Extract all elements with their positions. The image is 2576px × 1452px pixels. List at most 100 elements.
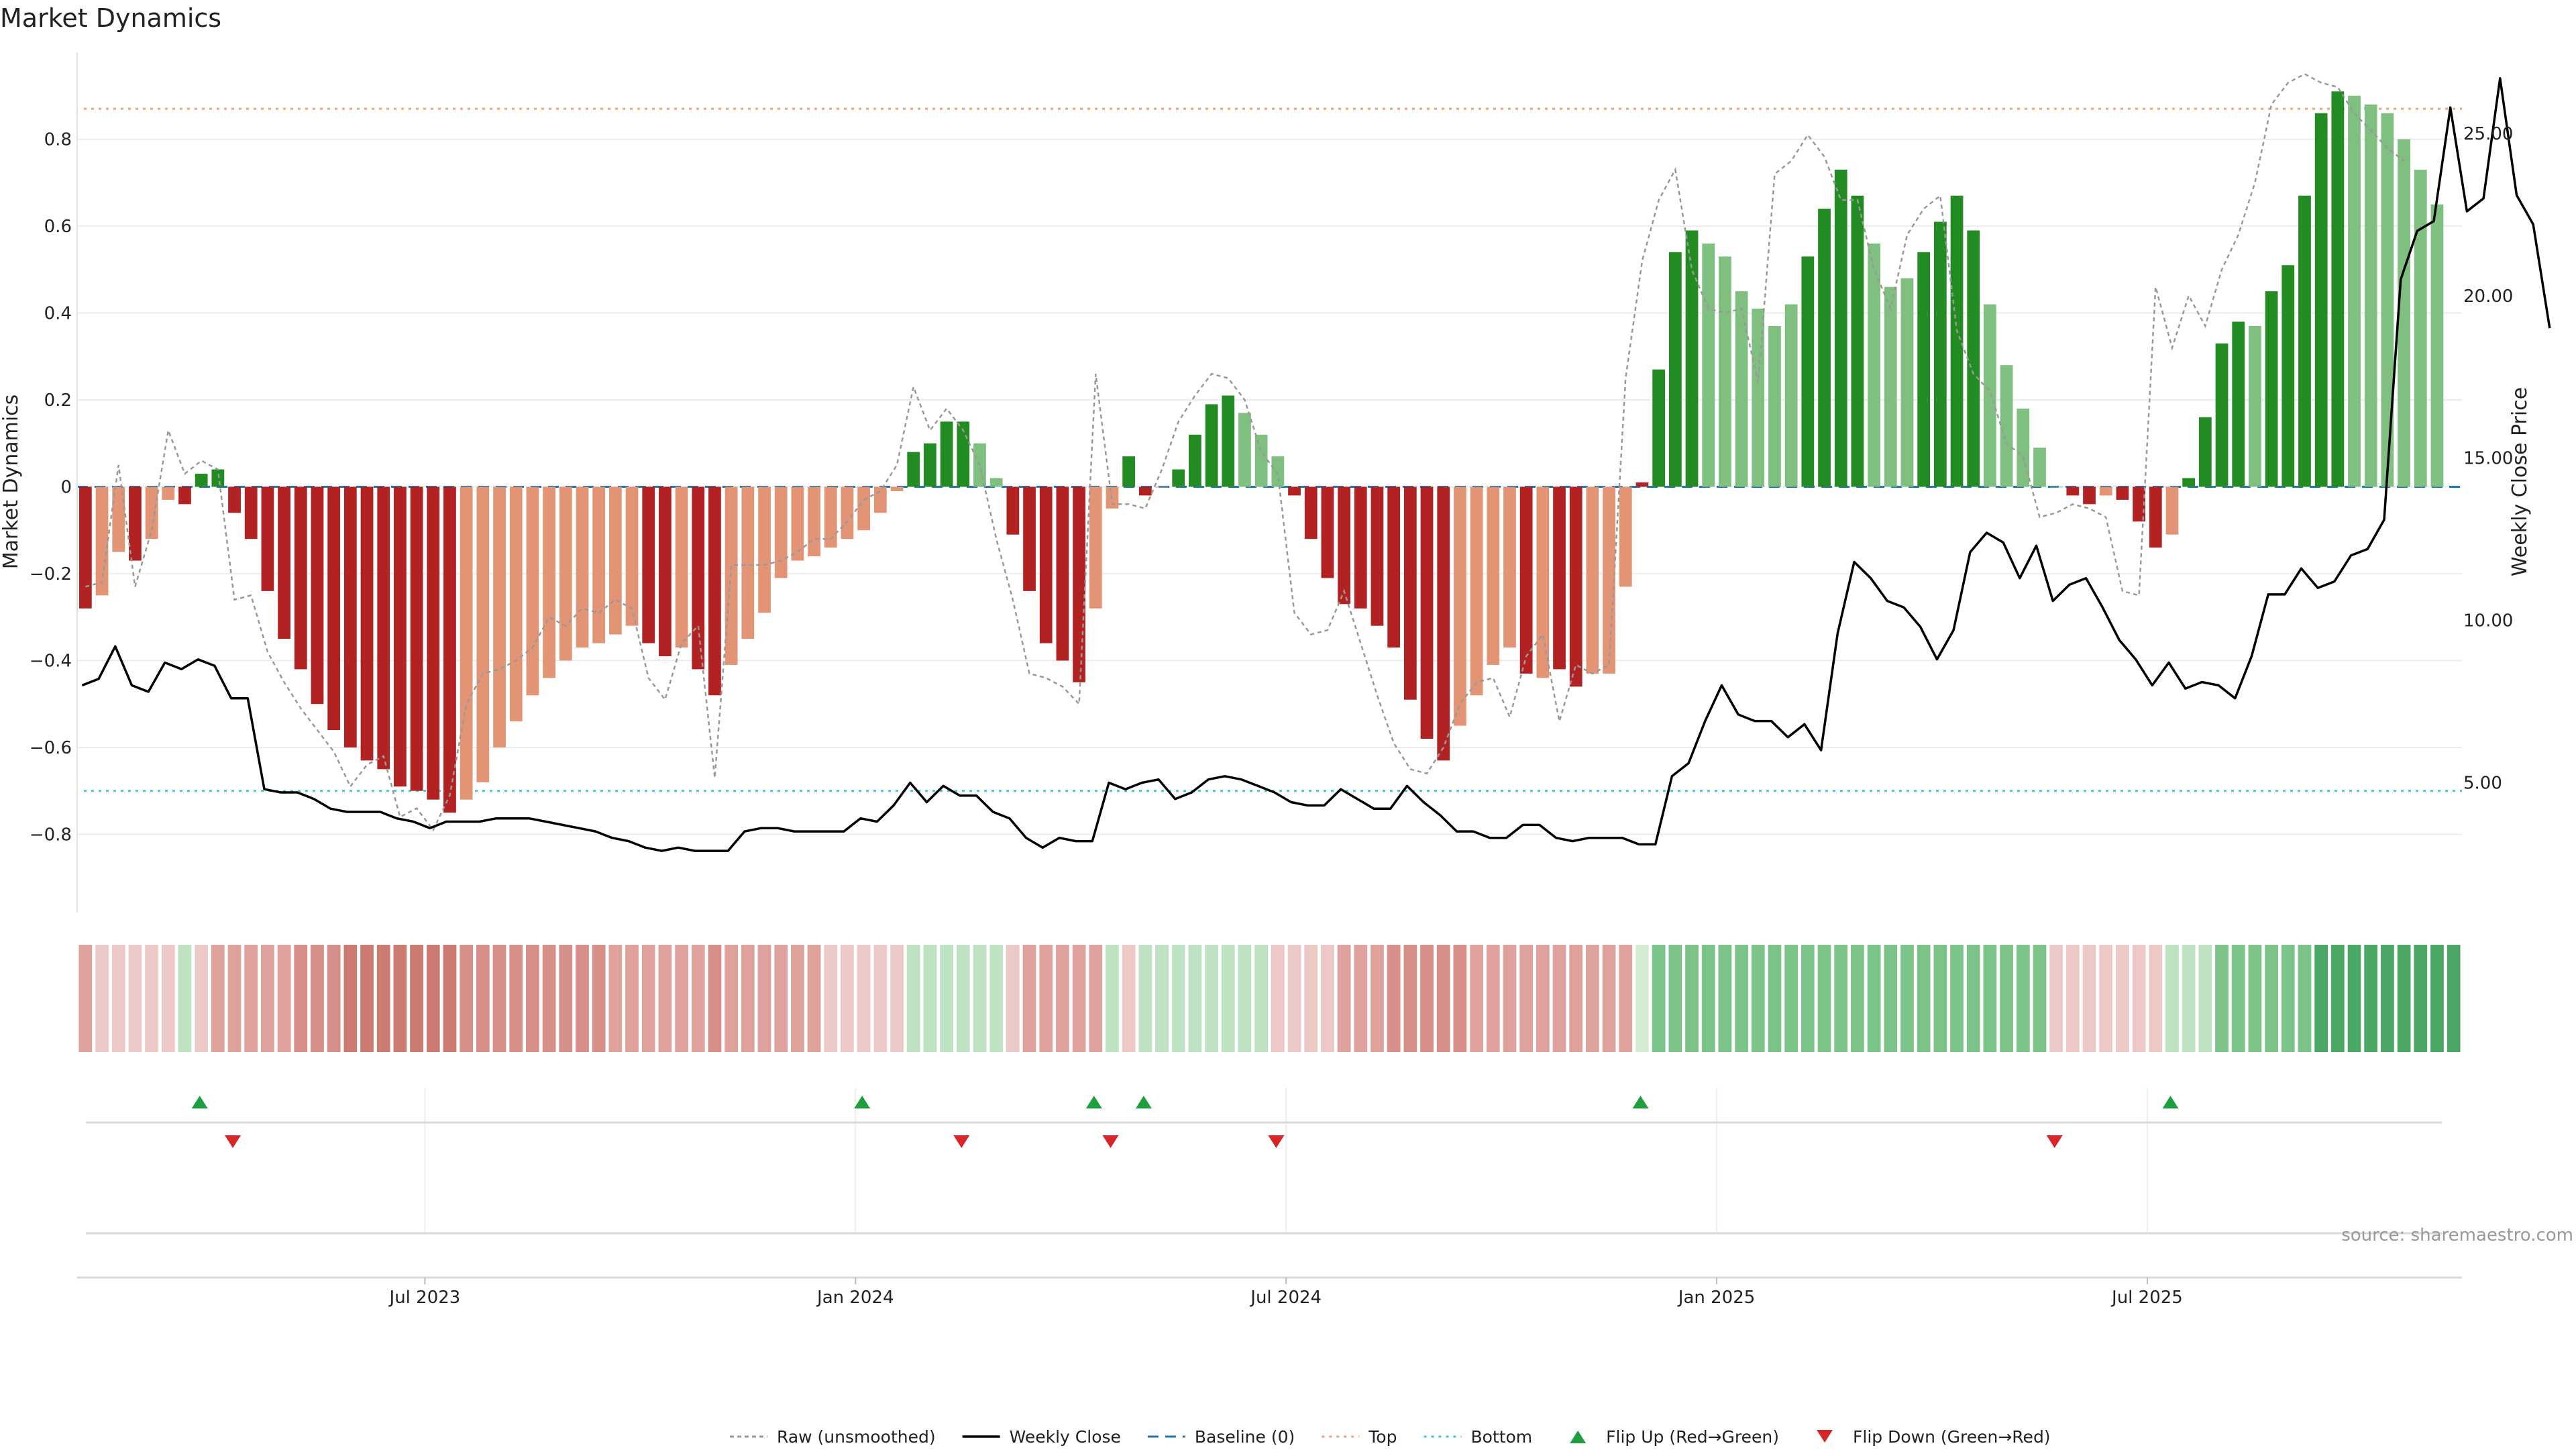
regime-strip-cell xyxy=(95,945,109,1052)
market-dynamics-bar xyxy=(824,486,837,548)
market-dynamics-bar xyxy=(857,486,871,531)
y-tick-left: 0.2 xyxy=(44,391,72,411)
regime-strip-cell xyxy=(111,945,125,1052)
market-dynamics-bar xyxy=(1039,486,1053,643)
regime-strip-cell xyxy=(476,945,490,1052)
y-axis-right-label: Weekly Close Price xyxy=(2508,387,2532,576)
regime-strip-cell xyxy=(161,945,175,1052)
regime-strip-cell xyxy=(1453,945,1467,1052)
regime-strip-cell xyxy=(1668,945,1682,1052)
regime-strip-cell xyxy=(1619,945,1633,1052)
regime-strip-cell xyxy=(178,945,192,1052)
market-dynamics-bar xyxy=(741,486,755,639)
chart-title: Market Dynamics xyxy=(0,3,221,33)
market-dynamics-bar xyxy=(162,486,175,500)
regime-strip-cell xyxy=(1801,945,1815,1052)
market-dynamics-bar xyxy=(2133,486,2145,522)
market-dynamics-bar xyxy=(2331,91,2345,487)
market-dynamics-bar xyxy=(2249,325,2261,487)
regime-strip-cell xyxy=(145,945,158,1052)
regime-strip-cell xyxy=(343,945,358,1052)
market-dynamics-bar xyxy=(625,486,639,626)
regime-strip-cell xyxy=(1022,945,1036,1052)
market-dynamics-bar xyxy=(1420,486,1434,739)
regime-strip-cell xyxy=(2033,945,2047,1052)
market-dynamics-bar xyxy=(1702,243,1715,487)
market-dynamics-bar xyxy=(294,486,307,670)
market-dynamics-bar xyxy=(924,443,936,487)
y-tick-left: −0.2 xyxy=(30,564,72,584)
regime-strip-cell xyxy=(78,945,93,1052)
regime-strip-cell xyxy=(2132,945,2146,1052)
regime-strip-cell xyxy=(2215,945,2229,1052)
regime-strip-cell xyxy=(294,945,308,1052)
regime-strip-cell xyxy=(1221,945,1235,1052)
regime-strip-cell xyxy=(1884,945,1898,1052)
flip-up-marker xyxy=(1135,1096,1152,1108)
flip-up-marker xyxy=(1085,1096,1102,1108)
market-dynamics-bar xyxy=(2364,104,2377,487)
regime-strip-cell xyxy=(906,945,920,1052)
regime-strip-cell xyxy=(1486,945,1500,1052)
regime-strip-cell xyxy=(195,945,209,1052)
market-dynamics-bar xyxy=(1023,486,1036,591)
market-dynamics-bar xyxy=(2083,486,2096,505)
regime-strip-cell xyxy=(1254,945,1269,1052)
regime-strip-cell xyxy=(1552,945,1566,1052)
legend-item-baseline: Baseline (0) xyxy=(1147,1427,1295,1447)
y-tick-right: 5.00 xyxy=(2463,773,2502,793)
regime-strip-cell xyxy=(2281,945,2295,1052)
regime-strip-cell xyxy=(327,945,341,1052)
y-tick-right: 15.00 xyxy=(2463,449,2513,469)
regime-strip-cell xyxy=(708,945,722,1052)
y-tick-left: 0.8 xyxy=(44,129,72,150)
market-dynamics-bar xyxy=(907,452,920,487)
market-dynamics-bar xyxy=(1553,486,1566,670)
regime-strip-cell xyxy=(2265,945,2278,1052)
regime-strip-cell xyxy=(1950,945,1964,1052)
market-dynamics-bar xyxy=(112,486,125,552)
market-dynamics-bar xyxy=(2348,95,2361,487)
market-dynamics-bar xyxy=(1735,291,1748,487)
regime-strip-cell xyxy=(1867,945,1881,1052)
regime-strip-cell xyxy=(873,945,888,1052)
regime-strip-cell xyxy=(757,945,771,1052)
market-dynamics-bar xyxy=(1801,256,1815,487)
market-dynamics-bar xyxy=(2198,417,2212,487)
regime-strip-cell xyxy=(774,945,788,1052)
weekly-close-line xyxy=(81,76,2551,852)
regime-strip-cell xyxy=(1685,945,1699,1052)
market-dynamics-bar xyxy=(873,486,887,513)
market-dynamics-bar xyxy=(1238,413,1251,487)
market-dynamics-bar xyxy=(211,469,225,487)
market-dynamics-bar xyxy=(1138,486,1152,496)
regime-strip-cell xyxy=(791,945,804,1052)
market-dynamics-bar xyxy=(394,486,407,787)
market-dynamics-bar xyxy=(2414,169,2427,487)
market-dynamics-bar xyxy=(1868,243,1880,487)
x-tick-label: Jan 2025 xyxy=(1677,1288,1756,1308)
regime-strip-cell xyxy=(1354,945,1368,1052)
regime-strip-cell xyxy=(1536,945,1550,1052)
y-tick-left: −0.8 xyxy=(30,825,72,845)
regime-strip-cell xyxy=(1188,945,1202,1052)
regime-strip-cell xyxy=(1569,945,1583,1052)
market-dynamics-bar xyxy=(692,486,705,670)
x-axis: Jul 2023 Jan 2024 Jul 2024 Jan 2025 Jul 2025 xyxy=(77,1276,2462,1308)
legend-label: Baseline (0) xyxy=(1195,1427,1295,1447)
market-dynamics-bar xyxy=(377,486,390,770)
market-dynamics-bar xyxy=(1189,434,1201,487)
regime-strip-cell xyxy=(1635,945,1649,1052)
legend-swatch-flip-up xyxy=(1570,1431,1587,1443)
market-dynamics-bar xyxy=(1056,486,1069,661)
regime-strip-cell xyxy=(807,945,821,1052)
market-dynamics-bar xyxy=(1917,252,1931,487)
regime-strip-cell xyxy=(1337,945,1351,1052)
legend-label: Weekly Close xyxy=(1010,1427,1121,1447)
regime-strip-cell xyxy=(2016,945,2030,1052)
flip-down-marker xyxy=(225,1135,241,1148)
regime-strip-cell xyxy=(1586,945,1599,1052)
market-dynamics-bar xyxy=(1304,486,1318,539)
regime-strip-cell xyxy=(824,945,838,1052)
